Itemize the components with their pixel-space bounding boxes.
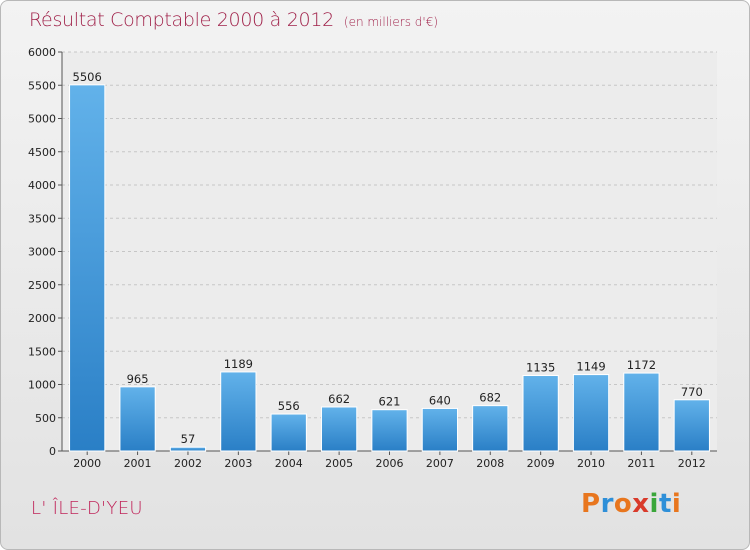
bar [623,372,660,452]
data-label: 1135 [526,361,555,375]
x-tick-label: 2011 [627,457,655,470]
x-tick-label: 2005 [325,457,353,470]
logo-letter: i [649,489,659,519]
x-tick-label: 2007 [426,457,454,470]
data-label: 5506 [73,70,102,84]
bar [169,446,207,452]
y-tick-label: 1500 [28,345,56,358]
y-tick-label: 5500 [28,79,56,92]
data-label: 1172 [627,358,656,372]
logo-letter: r [600,489,614,519]
y-tick-label: 2500 [28,279,56,292]
logo-letter: o [613,489,633,519]
y-tick-label: 0 [49,445,56,458]
labels: 0 500 1000 1500 2000 2500 3000 3500 4000 4500 5000… [28,46,706,470]
y-tick-label: 3500 [28,212,56,225]
data-label: 682 [479,391,501,405]
x-tick-label: 2002 [174,457,202,470]
bars [69,84,710,452]
y-tick-label: 6000 [28,46,56,59]
data-label: 556 [278,399,300,413]
chart-subtitle: (en milliers d'€) [343,15,439,29]
x-tick-label: 2000 [73,457,101,470]
x-tick-label: 2012 [678,457,706,470]
x-tick-label: 2009 [527,457,555,470]
data-label: 621 [379,395,401,409]
bar [472,405,509,452]
logo-letter: i [671,489,682,519]
y-tick-label: 5000 [28,113,56,126]
data-label: 662 [328,392,350,406]
bar [119,386,156,452]
y-tick-label: 2000 [28,312,56,325]
bar [522,375,559,452]
logo-letter: P [581,489,601,519]
data-label: 1189 [224,357,253,371]
proxiti-logo[interactable]: Proxiti [581,489,681,519]
bar [69,84,106,452]
data-label: 770 [681,385,703,399]
data-label: 965 [127,372,149,386]
data-label: 57 [181,432,196,446]
x-tick-label: 2010 [577,457,605,470]
y-tick-label: 3000 [28,246,56,259]
chart-title: Résultat Comptable 2000 à 2012 (en millie… [29,9,438,31]
gridlines [62,51,717,452]
data-label: 1149 [576,360,605,374]
x-tick-label: 2001 [124,457,152,470]
x-tick-label: 2004 [275,457,303,470]
bar [673,399,710,452]
x-tick-label: 2006 [376,457,404,470]
bar [572,374,610,452]
y-tick-label: 500 [35,412,56,425]
bar [371,409,408,452]
commune-name: L' ÎLE-D'YEU [31,498,143,519]
bar [270,413,307,452]
bar [421,407,459,452]
title-text: Résultat Comptable 2000 à 2012 [29,9,334,31]
y-tick-label: 4500 [28,146,56,159]
x-tick-label: 2008 [476,457,504,470]
x-tick-label: 2003 [224,457,252,470]
data-label: 640 [429,393,451,407]
y-tick-label: 4000 [28,179,56,192]
y-tick-label: 1000 [28,379,56,392]
logo-letter: x [632,489,650,519]
bar [320,406,358,452]
bar [220,371,257,452]
logo-letter: t [658,489,672,519]
